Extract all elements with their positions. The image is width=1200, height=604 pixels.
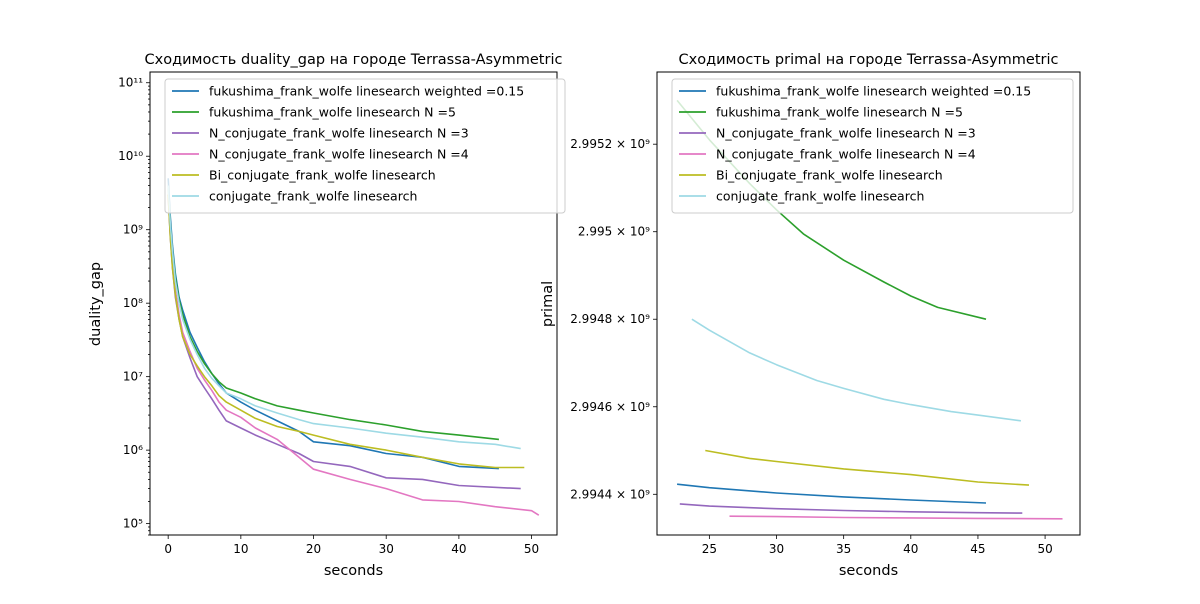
legend: fukushima_frank_wolfe linesearch weighte…: [164, 78, 566, 214]
axes-frame: [656, 71, 1081, 536]
x-tick-label: 30: [769, 542, 784, 556]
legend-frame: [671, 78, 1074, 214]
x-tick-label: 10: [233, 542, 248, 556]
x-tick-label: 25: [702, 542, 717, 556]
x-tick-label: 20: [306, 542, 321, 556]
legend-entry: fukushima_frank_wolfe linesearch N =5: [209, 105, 456, 120]
chart-panel-2: 25 30 35 40 45 50 2.9944 × 10⁹ 2.9946 × 10⁹ 2.99…: [540, 52, 1081, 579]
y-axis-label: primal: [540, 281, 556, 327]
legend-entry: N_conjugate_frank_wolfe linesearch N =3: [716, 126, 976, 141]
x-tick-label: 30: [379, 542, 394, 556]
legend-entry: N_conjugate_frank_wolfe linesearch N =4: [716, 147, 976, 162]
series-line-5: [167, 194, 525, 469]
series-line-6: [691, 318, 1022, 422]
legend: fukushima_frank_wolfe linesearch weighte…: [671, 78, 1074, 214]
x-tick-label: 45: [970, 542, 985, 556]
x-tick-label: 50: [524, 542, 539, 556]
series-line-3: [679, 503, 1023, 514]
x-tick-label: 40: [451, 542, 466, 556]
legend-entry: fukushima_frank_wolfe linesearch weighte…: [209, 84, 524, 99]
chart-panel-1: 0 10 20 30 40 50 10⁵ 10⁶ 10⁷ 10⁸ 10⁹ 10¹⁰ 10¹¹Сходим…: [88, 52, 566, 579]
x-tick-label: 40: [903, 542, 918, 556]
chart-title: Сходимость duality_gap на городе Terrass…: [145, 52, 563, 68]
x-tick-label: 50: [1037, 542, 1052, 556]
x-axis-label: seconds: [839, 563, 898, 579]
y-tick-label: 10⁶: [123, 443, 143, 457]
legend-entry: fukushima_frank_wolfe linesearch N =5: [716, 105, 963, 120]
y-tick-label: 10¹¹: [118, 76, 143, 90]
x-axis-label: seconds: [324, 563, 383, 579]
legend-entry: N_conjugate_frank_wolfe linesearch N =3: [209, 126, 469, 141]
series-line-6: [167, 185, 521, 450]
chart-title: Сходимость primal на городе Terrassa-Asy…: [679, 52, 1059, 68]
y-tick-label: 10⁵: [123, 517, 143, 531]
y-tick-label: 10⁷: [123, 370, 143, 384]
y-tick-label: 10¹⁰: [118, 149, 143, 163]
series-line-1: [167, 178, 499, 470]
y-axis-label: duality_gap: [88, 262, 104, 346]
y-tick-label: 2.9948 × 10⁹: [570, 312, 650, 326]
series-group: [167, 178, 540, 516]
legend-entry: N_conjugate_frank_wolfe linesearch N =4: [209, 147, 469, 162]
y-tick-label: 2.9946 × 10⁹: [570, 400, 650, 414]
y-tick-label: 10⁸: [123, 296, 143, 310]
y-tick-label: 2.9944 × 10⁹: [570, 487, 650, 501]
legend-frame: [164, 78, 566, 214]
y-tick-label: 2.9952 × 10⁹: [570, 137, 650, 151]
series-line-1: [677, 483, 987, 504]
y-tick-label: 10⁹: [123, 223, 143, 237]
x-tick-label: 35: [836, 542, 851, 556]
series-line-5: [705, 449, 1030, 486]
legend-entry: Bi_conjugate_frank_wolfe linesearch: [209, 168, 436, 183]
series-line-4: [729, 515, 1063, 520]
x-tick-label: 0: [164, 542, 172, 556]
legend-entry: Bi_conjugate_frank_wolfe linesearch: [716, 168, 943, 183]
legend-entry: conjugate_frank_wolfe linesearch: [716, 189, 924, 204]
y-tick-label: 2.995 × 10⁹: [578, 225, 650, 239]
legend-entry: conjugate_frank_wolfe linesearch: [209, 189, 417, 204]
legend-entry: fukushima_frank_wolfe linesearch weighte…: [716, 84, 1031, 99]
